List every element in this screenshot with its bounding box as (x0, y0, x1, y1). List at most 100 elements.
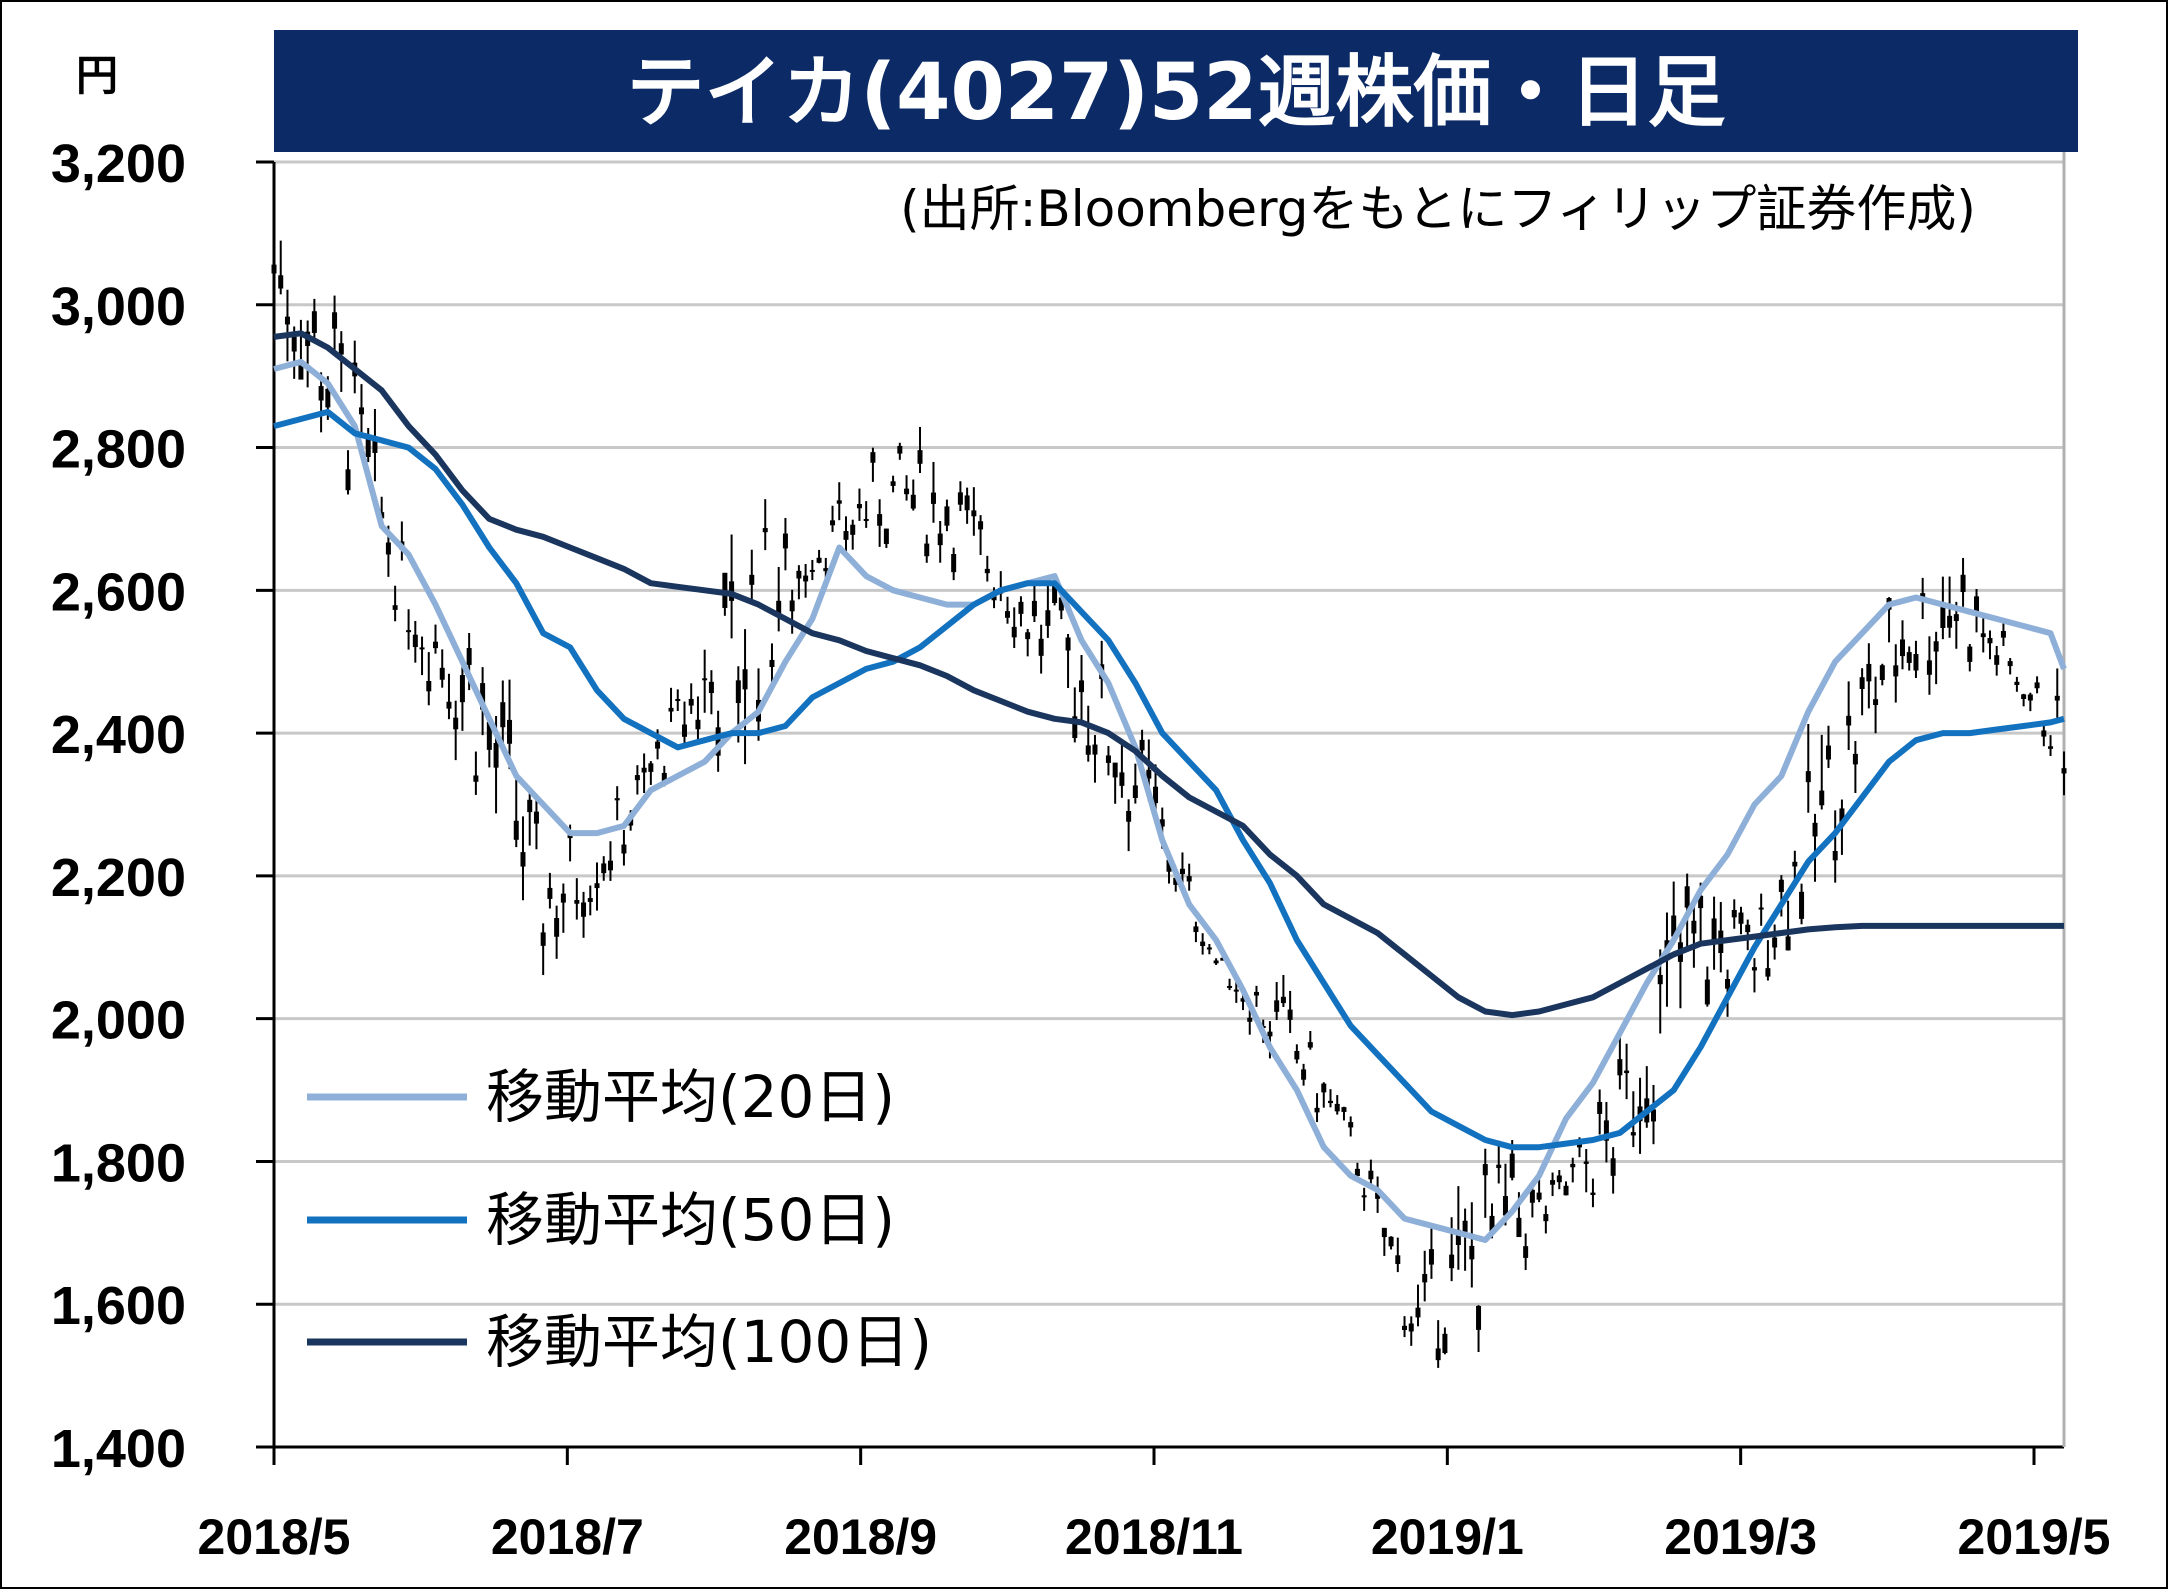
candle-body-227 (1799, 891, 1805, 919)
y-tick-label-2800: 2,800 (51, 420, 186, 480)
candle-body-27 (453, 717, 459, 730)
legend: 移動平均(20日) 移動平均(50日) 移動平均(100日) (307, 1063, 932, 1376)
candle-body-185 (1516, 1217, 1522, 1238)
candle-body-208 (1671, 915, 1677, 937)
candle-body-225 (1785, 936, 1791, 951)
candle-body-97 (924, 543, 930, 557)
candle-body-166 (1388, 1236, 1394, 1247)
candle-body-170 (1415, 1307, 1421, 1318)
candle-body-182 (1496, 1164, 1502, 1168)
candle-body-168 (1402, 1325, 1408, 1331)
candle-body-221 (1758, 907, 1764, 910)
candle-body-254 (1980, 633, 1986, 638)
candle-body-257 (2000, 631, 2006, 638)
candle-body-117 (1058, 597, 1064, 611)
candle-body-261 (2027, 694, 2033, 701)
candle-body-34 (500, 702, 506, 728)
legend-label-0: 移動平均(20日) (486, 1063, 895, 1131)
candle-body-190 (1550, 1180, 1556, 1185)
candle-body-228 (1805, 771, 1811, 783)
candle-body-69 (735, 680, 741, 704)
candle-body-143 (1233, 989, 1239, 992)
candle-body-26 (446, 701, 452, 709)
candle-body-119 (1072, 716, 1078, 739)
candle-body-253 (1974, 596, 1980, 614)
candle-body-251 (1960, 574, 1966, 593)
candle-body-76 (782, 533, 788, 549)
candle-body-219 (1745, 924, 1751, 933)
candle-body-241 (1893, 665, 1899, 677)
y-tick-label-3000: 3,000 (51, 277, 186, 337)
candle-body-60 (675, 699, 681, 702)
candle-body-78 (796, 570, 802, 579)
candle-body-144 (1240, 998, 1246, 1002)
candle-body-83 (830, 520, 836, 526)
candle-body-150 (1280, 996, 1286, 1004)
candle-body-75 (776, 600, 782, 615)
candle-body-184 (1509, 1153, 1515, 1178)
candle-body-181 (1489, 1215, 1495, 1234)
candle-body-265 (2054, 695, 2060, 701)
y-tick-label-3200: 3,200 (51, 134, 186, 194)
candle-body-6 (311, 311, 317, 333)
candle-body-205 (1651, 1109, 1657, 1122)
x-tick-label-2: 2018/9 (784, 1509, 937, 1565)
candle-body-11 (345, 469, 351, 491)
candle-body-231 (1825, 745, 1831, 760)
candle-body-96 (917, 450, 923, 464)
candle-body-47 (587, 898, 593, 902)
candle-body-210 (1684, 886, 1690, 908)
candle-body-200 (1617, 1059, 1623, 1076)
candle-body-138 (1200, 941, 1206, 947)
candle-body-42 (554, 918, 560, 937)
candle-body-135 (1179, 868, 1185, 875)
candle-body-243 (1906, 652, 1912, 663)
candle-body-84 (836, 500, 842, 504)
candle-body-252 (1967, 646, 1973, 662)
candle-body-149 (1274, 1000, 1280, 1012)
candle-body-157 (1328, 1100, 1334, 1104)
candle-body-88 (863, 518, 869, 522)
candle-body-235 (1852, 753, 1858, 765)
candle-body-91 (883, 528, 889, 544)
candle-body-134 (1173, 877, 1179, 885)
candle-body-3 (291, 336, 297, 352)
candle-body-175 (1449, 1254, 1455, 1269)
candle-body-99 (937, 533, 943, 546)
candle-body-50 (607, 860, 613, 871)
candle-body-242 (1899, 639, 1905, 657)
candle-body-262 (2034, 682, 2040, 689)
y-tick-label-1600: 1,600 (51, 1276, 186, 1336)
legend-label-2: 移動平均(100日) (486, 1308, 932, 1376)
y-tick-label-2400: 2,400 (51, 705, 186, 765)
candle-body-46 (581, 902, 587, 917)
candle-body-156 (1321, 1083, 1327, 1093)
candle-body-264 (2048, 746, 2054, 749)
candle-body-256 (1994, 655, 2000, 665)
candle-body-127 (1126, 810, 1132, 822)
candle-body-152 (1294, 1050, 1300, 1060)
y-tick-label-1800: 1,800 (51, 1133, 186, 1193)
x-tick-label-3: 2018/11 (1065, 1509, 1243, 1565)
x-tick-label-4: 2019/1 (1371, 1509, 1524, 1565)
candle-body-176 (1455, 1229, 1461, 1245)
candle-body-103 (964, 495, 970, 511)
candle-body-232 (1832, 850, 1838, 861)
candle-body-54 (634, 775, 640, 781)
candle-body-214 (1711, 918, 1717, 940)
candle-body-125 (1112, 762, 1118, 778)
candle-body-39 (533, 811, 539, 824)
candle-body-10 (338, 343, 344, 355)
candle-body-64 (702, 678, 708, 681)
candle-body-220 (1751, 967, 1757, 971)
candle-body-0 (271, 264, 277, 274)
candle-body-195 (1583, 1161, 1589, 1164)
candle-body-217 (1731, 909, 1737, 918)
candle-body-102 (957, 492, 963, 505)
candle-body-139 (1206, 947, 1212, 950)
candle-body-31 (480, 683, 486, 710)
candle-body-70 (742, 669, 748, 690)
candle-body-146 (1253, 991, 1259, 996)
candle-body-183 (1502, 1196, 1508, 1216)
